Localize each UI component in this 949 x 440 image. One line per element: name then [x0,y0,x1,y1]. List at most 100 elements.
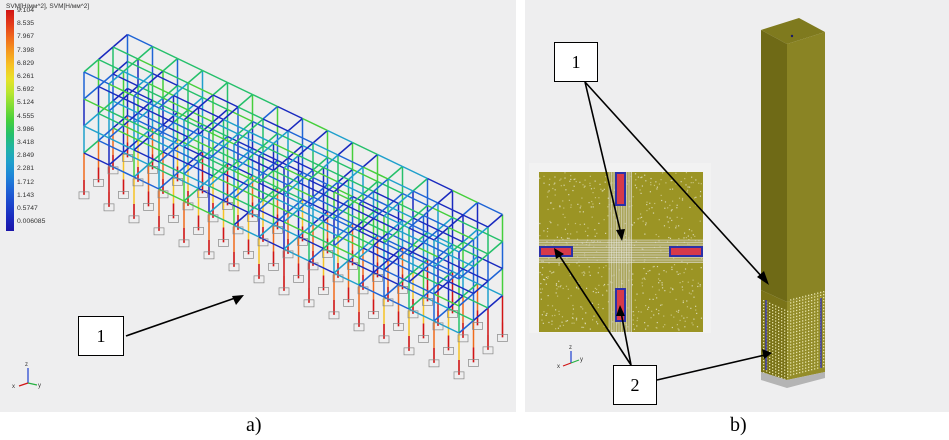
frame-member [162,57,178,72]
caption-b: b) [730,414,747,436]
footing [193,227,204,235]
frame-member [433,253,449,268]
frame-member [287,171,303,186]
frame-member [112,114,128,129]
footing [203,251,215,260]
frame-member [362,166,389,180]
frame-member [137,58,164,72]
footing [328,311,340,320]
frame-member [123,85,139,100]
jacket-left-face [761,290,787,380]
frame-member [233,130,249,145]
frame-member [298,223,314,238]
footing [228,263,240,272]
frame-member [287,144,303,159]
frame-member [277,105,303,120]
frame-member [333,205,349,220]
frame-member [348,247,364,262]
frame-member [477,228,503,243]
frame-member [133,136,149,151]
frame-member [187,69,203,84]
frame-member [208,118,224,133]
frame-member [233,211,249,226]
frame-member [248,199,264,214]
legend-value: 7.967 [17,33,35,41]
frame-member [373,205,389,220]
frame-member [173,94,199,109]
frame-member [123,124,149,139]
frame-member [458,319,474,334]
frame-member [283,194,310,208]
frame-member [258,169,274,184]
footing [322,250,333,258]
frame-member [412,177,428,192]
frame-member [223,133,239,148]
frame-member [212,121,239,135]
frame-member [183,106,199,121]
footing [432,322,444,331]
frame-member [83,58,99,73]
frame-member [133,149,160,163]
frame-member [452,189,478,204]
frame-member [233,184,249,199]
legend-color-bar [6,10,14,231]
frame-member [123,58,139,73]
footing [197,190,208,198]
footing [128,215,140,224]
legend-title: SVM[H/мм^2], SVM[H/мм^2] [6,3,90,10]
frame-member [312,210,328,225]
frame-member [162,138,178,153]
frame-member [348,232,374,247]
frame-member [83,85,99,100]
frame-member [137,72,153,87]
frame-member [198,133,224,148]
frame-member [123,112,139,127]
frame-member [98,112,124,127]
frame-member [223,160,239,175]
frame-member [183,173,210,187]
frame-member [437,202,464,216]
frame-member [252,93,278,108]
footing [428,359,440,368]
frame-member [133,95,160,109]
frame-member [387,205,414,219]
legend-value: 2.849 [17,152,35,160]
footing [393,323,404,331]
frame-member [462,268,489,282]
frame-member [337,181,364,195]
frame-member [208,185,235,199]
frame-member [462,214,489,228]
footing [107,166,119,175]
frame-member [423,283,439,298]
frame-member [227,81,253,96]
frame-member [458,265,474,280]
frame-member [433,226,449,241]
frame-member [358,190,374,205]
frame-member [423,214,449,229]
frame-member [148,97,164,112]
legend-value: 3.986 [17,125,35,133]
frame-member [408,214,424,229]
frame-member [273,211,289,226]
footing [347,262,358,270]
frame-member [237,147,253,162]
frame-member [237,106,264,120]
frame-member [373,232,389,247]
footing [178,239,190,248]
frame-member [258,209,285,223]
frame-member [158,121,174,136]
frame-member [423,241,449,256]
frame-member [248,157,274,172]
frame-member [473,307,489,322]
frame-member [458,292,474,307]
frame-member [248,130,274,145]
legend-value: 5.124 [17,99,35,107]
frame-member [362,180,378,195]
frame-member [148,109,174,124]
legend-value: 1.712 [17,178,35,186]
frame-member [237,93,253,108]
frame-member [283,221,310,235]
frame-member [173,121,199,136]
frame-member [333,218,360,232]
footing [168,215,179,223]
